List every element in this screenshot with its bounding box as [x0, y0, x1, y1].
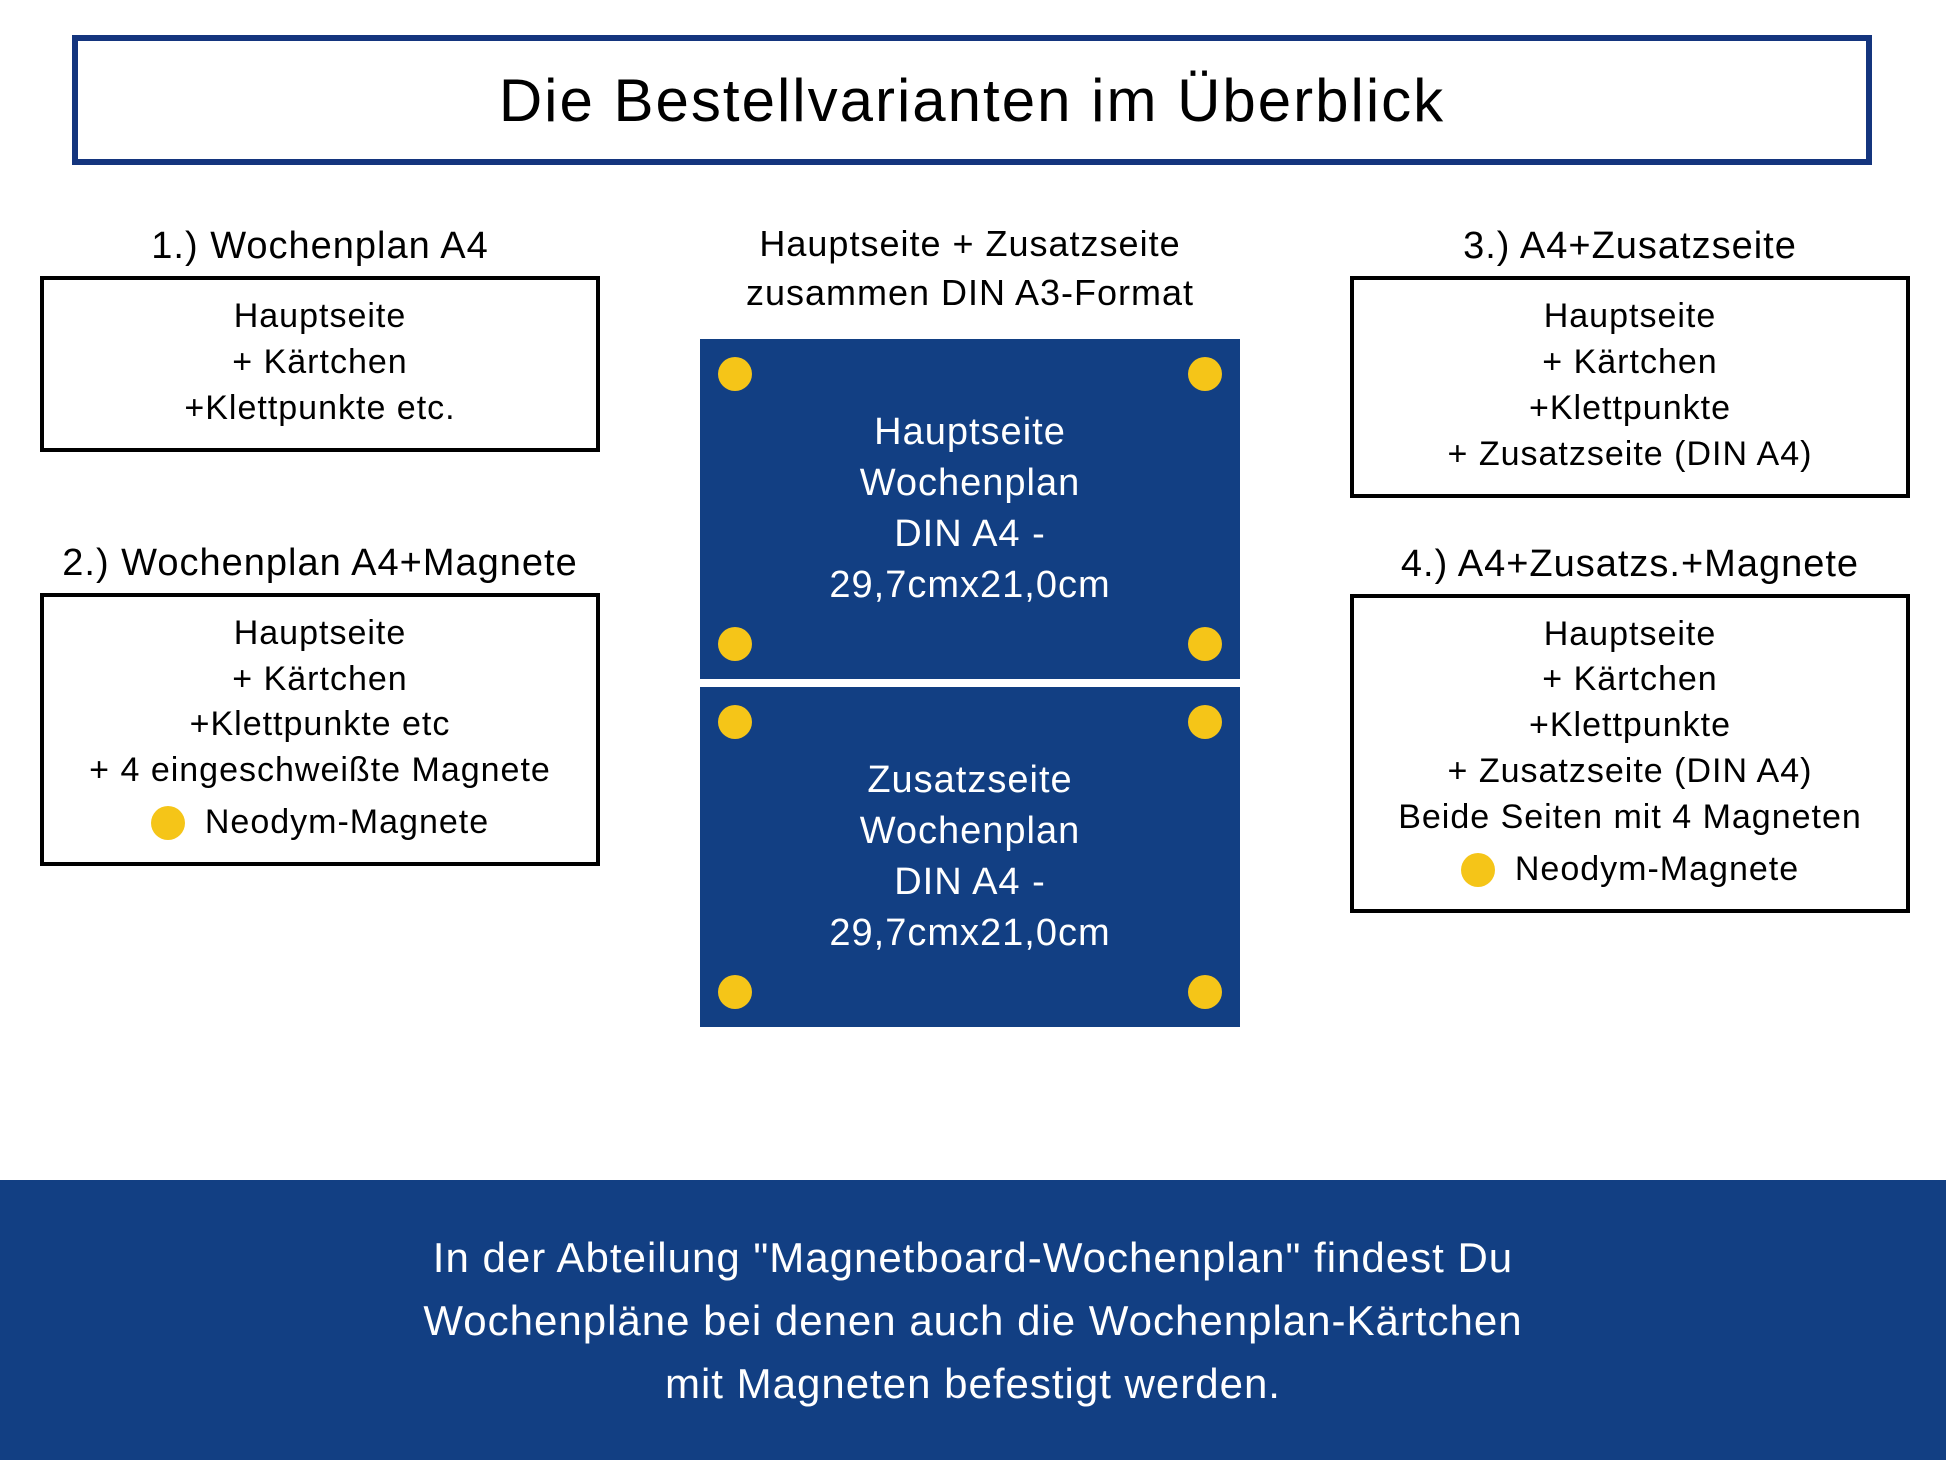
variant-4-line3: +Klettpunkte [1364, 703, 1896, 749]
magnet-dot-icon [1461, 853, 1495, 887]
center-heading-line2: zusammen DIN A3-Format [640, 269, 1300, 318]
magnet-dot-icon [1188, 357, 1222, 391]
variant-2-box: Hauptseite + Kärtchen +Klettpunkte etc +… [40, 593, 600, 866]
left-column: 1.) Wochenplan A4 Hauptseite + Kärtchen … [40, 225, 600, 911]
page-title: Die Bestellvarianten im Überblick [499, 66, 1445, 135]
variant-4-box: Hauptseite + Kärtchen +Klettpunkte + Zus… [1350, 594, 1910, 913]
variant-2-line3: +Klettpunkte etc [54, 702, 586, 748]
footer-line3: mit Magneten befestigt werden. [423, 1352, 1522, 1415]
center-card-1: Hauptseite Wochenplan DIN A4 - 29,7cmx21… [700, 339, 1240, 679]
center-card-1-text: Hauptseite Wochenplan DIN A4 - 29,7cmx21… [829, 407, 1110, 612]
variant-4-line1: Hauptseite [1364, 612, 1896, 658]
footer-line2: Wochenpläne bei denen auch die Wochenpla… [423, 1289, 1522, 1352]
variant-3-line1: Hauptseite [1364, 294, 1896, 340]
variant-4-line4: + Zusatzseite (DIN A4) [1364, 749, 1896, 795]
variant-2-line2: + Kärtchen [54, 657, 586, 703]
magnet-dot-icon [718, 357, 752, 391]
magnet-dot-icon [151, 806, 185, 840]
variant-1-box: Hauptseite + Kärtchen +Klettpunkte etc. [40, 276, 600, 452]
magnet-dot-icon [718, 975, 752, 1009]
card2-line1: Zusatzseite [829, 755, 1110, 806]
variant-3-heading: 3.) A4+Zusatzseite [1350, 225, 1910, 268]
card1-line1: Hauptseite [829, 407, 1110, 458]
variant-3-line3: +Klettpunkte [1364, 386, 1896, 432]
variant-4-heading: 4.) A4+Zusatzs.+Magnete [1350, 543, 1910, 586]
variant-1-line1: Hauptseite [54, 294, 586, 340]
magnet-dot-icon [718, 705, 752, 739]
variant-1-line2: + Kärtchen [54, 340, 586, 386]
card2-line3: DIN A4 - [829, 857, 1110, 908]
right-column: 3.) A4+Zusatzseite Hauptseite + Kärtchen… [1350, 225, 1910, 958]
variant-3-line2: + Kärtchen [1364, 340, 1896, 386]
variant-3: 3.) A4+Zusatzseite Hauptseite + Kärtchen… [1350, 225, 1910, 498]
magnet-dot-icon [718, 627, 752, 661]
variant-4-magnet-line: Neodym-Magnete [1364, 847, 1896, 893]
card2-line2: Wochenplan [829, 806, 1110, 857]
title-box: Die Bestellvarianten im Überblick [72, 35, 1872, 165]
variant-4-magnet-label: Neodym-Magnete [1515, 847, 1799, 893]
card2-line4: 29,7cmx21,0cm [829, 908, 1110, 959]
variant-4-line5: Beide Seiten mit 4 Magneten [1364, 795, 1896, 841]
variant-4-line2: + Kärtchen [1364, 657, 1896, 703]
center-card-2-text: Zusatzseite Wochenplan DIN A4 - 29,7cmx2… [829, 755, 1110, 960]
magnet-dot-icon [1188, 975, 1222, 1009]
footer-text: In der Abteilung "Magnetboard-Wochenplan… [423, 1226, 1522, 1415]
variant-4: 4.) A4+Zusatzs.+Magnete Hauptseite + Kär… [1350, 543, 1910, 913]
variant-2-magnet-label: Neodym-Magnete [205, 800, 489, 846]
footer-line1: In der Abteilung "Magnetboard-Wochenplan… [423, 1226, 1522, 1289]
variant-2: 2.) Wochenplan A4+Magnete Hauptseite + K… [40, 542, 600, 866]
variant-2-line1: Hauptseite [54, 611, 586, 657]
magnet-dot-icon [1188, 705, 1222, 739]
card1-line4: 29,7cmx21,0cm [829, 560, 1110, 611]
card1-line2: Wochenplan [829, 458, 1110, 509]
variant-3-box: Hauptseite + Kärtchen +Klettpunkte + Zus… [1350, 276, 1910, 498]
variant-1: 1.) Wochenplan A4 Hauptseite + Kärtchen … [40, 225, 600, 452]
variant-1-line3: +Klettpunkte etc. [54, 386, 586, 432]
magnet-dot-icon [1188, 627, 1222, 661]
variant-2-magnet-line: Neodym-Magnete [54, 800, 586, 846]
variant-2-line4: + 4 eingeschweißte Magnete [54, 748, 586, 794]
variant-1-heading: 1.) Wochenplan A4 [40, 225, 600, 268]
center-heading: Hauptseite + Zusatzseite zusammen DIN A3… [640, 220, 1300, 317]
footer-band: In der Abteilung "Magnetboard-Wochenplan… [0, 1180, 1946, 1460]
card1-line3: DIN A4 - [829, 509, 1110, 560]
center-column: Hauptseite + Zusatzseite zusammen DIN A3… [640, 220, 1300, 1035]
variant-3-line4: + Zusatzseite (DIN A4) [1364, 432, 1896, 478]
center-card-2: Zusatzseite Wochenplan DIN A4 - 29,7cmx2… [700, 687, 1240, 1027]
center-heading-line1: Hauptseite + Zusatzseite [640, 220, 1300, 269]
variant-2-heading: 2.) Wochenplan A4+Magnete [40, 542, 600, 585]
